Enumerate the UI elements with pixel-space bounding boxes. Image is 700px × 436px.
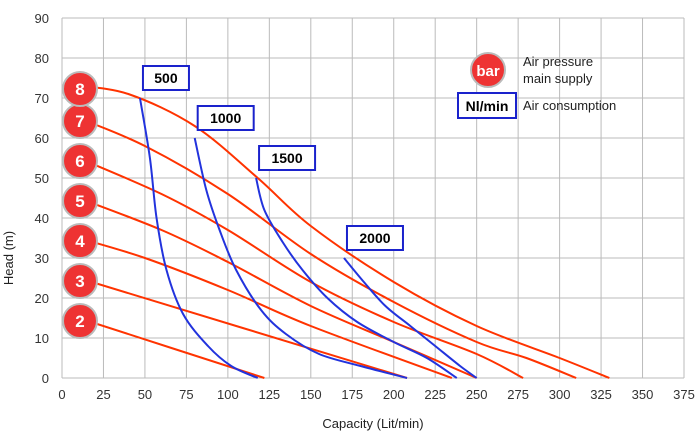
pressure-bubble-label: 2 <box>75 312 84 331</box>
y-tick-label: 0 <box>42 371 49 386</box>
pressure-bubble-5 <box>62 183 98 219</box>
pressure-curve-4-bar <box>78 237 453 379</box>
y-axis-label: Head (m) <box>1 231 16 285</box>
x-axis-label: Capacity (Lit/min) <box>322 416 423 431</box>
pressure-bubble-6 <box>62 143 98 179</box>
pressure-bubbles: 2 3 4 5 6 7 8 <box>62 71 98 339</box>
legend-box-text: Air consumption <box>523 98 616 113</box>
x-tick-label: 325 <box>590 387 612 402</box>
consumption-boxes: 500 1000 1500 2000 <box>141 65 404 251</box>
pressure-bubble-label: 5 <box>75 192 84 211</box>
x-tick-label: 25 <box>96 387 110 402</box>
x-tick-label: 50 <box>138 387 152 402</box>
y-tick-label: 50 <box>35 171 49 186</box>
consumption-box-label: 500 <box>154 70 178 86</box>
x-tick-label: 200 <box>383 387 405 402</box>
y-tick-label: 70 <box>35 91 49 106</box>
pressure-bubble-3 <box>62 263 98 299</box>
x-tick-label: 75 <box>179 387 193 402</box>
pressure-curve-7-bar <box>78 117 577 379</box>
consumption-box-label: 2000 <box>359 230 390 246</box>
x-tick-label: 225 <box>424 387 446 402</box>
y-tick-label: 80 <box>35 51 49 66</box>
consumption-box-label: 1500 <box>271 150 302 166</box>
x-tick-label: 275 <box>507 387 529 402</box>
consumption-box-2000 <box>345 225 404 251</box>
legend-box-label: Nl/min <box>466 98 509 114</box>
consumption-curve-1000 <box>193 137 408 379</box>
legend-box <box>457 92 517 119</box>
y-tick-label: 20 <box>35 291 49 306</box>
consumption-box-1000 <box>196 105 255 131</box>
consumption-box-500 <box>141 65 190 91</box>
y-tick-label: 40 <box>35 211 49 226</box>
legend: bar Air pressure main supply Nl/min Air … <box>457 52 616 119</box>
x-tick-label: 150 <box>300 387 322 402</box>
pressure-bubble-label: 3 <box>75 272 84 291</box>
x-tick-label: 375 <box>673 387 695 402</box>
x-tick-label: 100 <box>217 387 239 402</box>
consumption-curve-1500 <box>255 177 458 379</box>
legend-bubble-text-line2: main supply <box>523 71 593 86</box>
legend-bubble-text-line1: Air pressure <box>523 54 593 69</box>
y-tick-label: 30 <box>35 251 49 266</box>
pressure-bubble-4 <box>62 223 98 259</box>
y-tick-labels: 0 10 20 30 40 50 60 70 80 90 <box>35 11 49 386</box>
x-tick-label: 0 <box>58 387 65 402</box>
y-tick-label: 10 <box>35 331 49 346</box>
consumption-box-1500 <box>258 145 317 171</box>
x-tick-labels: 0 25 50 75 100 125 150 175 200 225 250 275 300 325 350… <box>58 387 694 402</box>
air-consumption-curves <box>138 97 478 379</box>
x-tick-label: 175 <box>341 387 363 402</box>
y-tick-label: 60 <box>35 131 49 146</box>
pressure-curve-8-bar <box>78 85 610 379</box>
pressure-curve-3-bar <box>78 277 408 379</box>
x-tick-label: 300 <box>549 387 571 402</box>
legend-bubble <box>470 52 506 88</box>
consumption-box-label: 1000 <box>210 110 241 126</box>
pressure-curves <box>78 85 610 379</box>
pressure-curve-6-bar <box>78 157 524 379</box>
legend-bubble-label: bar <box>476 63 500 80</box>
pressure-bubble-8 <box>62 71 98 107</box>
pressure-bubble-2 <box>62 303 98 339</box>
pressure-bubble-label: 6 <box>75 152 84 171</box>
pressure-bubble-label: 4 <box>75 232 85 251</box>
pressure-bubble-label: 7 <box>75 112 84 131</box>
consumption-curve-500 <box>138 97 259 379</box>
x-tick-label: 250 <box>466 387 488 402</box>
pressure-bubble-label: 8 <box>75 80 84 99</box>
consumption-curve-2000 <box>343 257 478 379</box>
y-tick-label: 90 <box>35 11 49 26</box>
x-tick-label: 125 <box>258 387 280 402</box>
x-tick-label: 350 <box>632 387 654 402</box>
